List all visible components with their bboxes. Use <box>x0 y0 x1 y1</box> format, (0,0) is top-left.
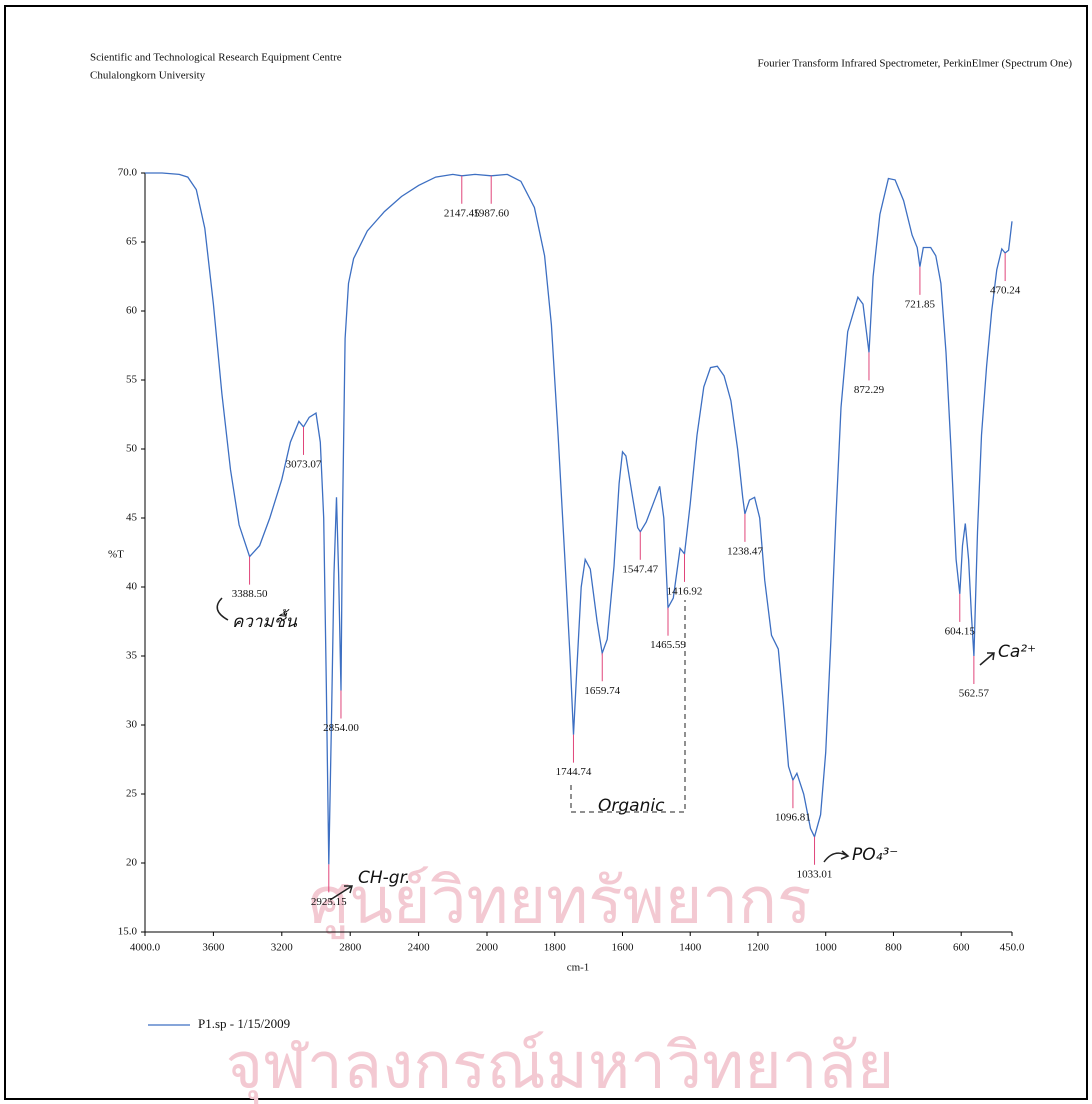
y-tick-label: 35 <box>126 650 138 662</box>
y-tick-label: 20 <box>126 857 138 869</box>
peak-label: 1744.74 <box>556 766 592 778</box>
arrow <box>980 653 994 665</box>
watermark: จุฬาลงกรณ์มหาวิทยาลัย <box>226 1030 895 1104</box>
x-tick-label: 450.0 <box>1000 942 1025 954</box>
y-tick-label: 65 <box>126 236 138 248</box>
peak-label: 1987.60 <box>473 207 509 219</box>
header-right: Fourier Transform Infrared Spectrometer,… <box>758 58 1073 70</box>
y-tick-label: 40 <box>126 581 138 593</box>
peak-label: 604.15 <box>945 625 976 637</box>
x-tick-label: 4000.0 <box>130 942 161 954</box>
peak-label: 1547.47 <box>622 563 658 575</box>
spectrum-line <box>145 173 1012 864</box>
y-tick-label: 15.0 <box>118 926 138 938</box>
x-tick-label: 1400 <box>679 942 702 954</box>
x-tick-label: 1000 <box>815 942 838 954</box>
peak-label: 3073.07 <box>286 458 322 470</box>
peak-label: 1238.47 <box>727 545 763 557</box>
annotation: Ca²⁺ <box>998 642 1036 662</box>
y-tick-label: 50 <box>126 443 138 455</box>
x-tick-label: 2400 <box>408 942 431 954</box>
peak-label: 1096.81 <box>775 812 811 824</box>
y-axis-label: %T <box>108 549 124 561</box>
x-tick-label: 1600 <box>611 942 634 954</box>
peak-label: 1465.59 <box>650 639 686 651</box>
legend-label: P1.sp - 1/15/2009 <box>198 1016 290 1031</box>
peak-label: 721.85 <box>905 298 936 310</box>
x-tick-label: 600 <box>953 942 970 954</box>
arrow <box>824 851 848 862</box>
x-tick-label: 3200 <box>271 942 294 954</box>
annotation: PO₄³⁻ <box>852 845 898 865</box>
x-tick-label: 2800 <box>339 942 362 954</box>
y-tick-label: 60 <box>126 305 138 317</box>
x-axis-label: cm-1 <box>567 962 590 974</box>
page: ศูนย์วิทยทรัพยากร จุฬาลงกรณ์มหาวิทยาลัย … <box>0 0 1092 1104</box>
peak-label: 872.29 <box>854 384 885 396</box>
peak-label: 1033.01 <box>797 868 833 880</box>
y-tick-label: 30 <box>126 719 138 731</box>
peak-label: 2854.00 <box>323 722 359 734</box>
x-tick-label: 2000 <box>476 942 499 954</box>
annotation: Organic <box>598 796 665 816</box>
x-tick-label: 1800 <box>544 942 567 954</box>
annotation: CH-gr. <box>358 868 410 888</box>
peak-label: 1416.92 <box>667 585 703 597</box>
y-tick-label: 25 <box>126 788 138 800</box>
peak-label: 562.57 <box>959 688 990 700</box>
peak-label: 3388.50 <box>232 588 268 600</box>
y-tick-label: 45 <box>126 512 138 524</box>
peak-label: 470.24 <box>990 285 1021 297</box>
y-tick-label: 70.0 <box>118 167 138 179</box>
x-tick-label: 800 <box>885 942 902 954</box>
header-left: Chulalongkorn University <box>90 70 206 82</box>
y-tick-label: 55 <box>126 374 138 386</box>
x-tick-label: 3600 <box>202 942 225 954</box>
arrow <box>217 598 228 620</box>
peak-label: 2925.15 <box>311 896 347 908</box>
annotation: ความชื้น <box>232 608 297 632</box>
header-left: Scientific and Technological Research Eq… <box>90 52 342 64</box>
peak-label: 1659.74 <box>584 685 620 697</box>
x-tick-label: 1200 <box>747 942 770 954</box>
